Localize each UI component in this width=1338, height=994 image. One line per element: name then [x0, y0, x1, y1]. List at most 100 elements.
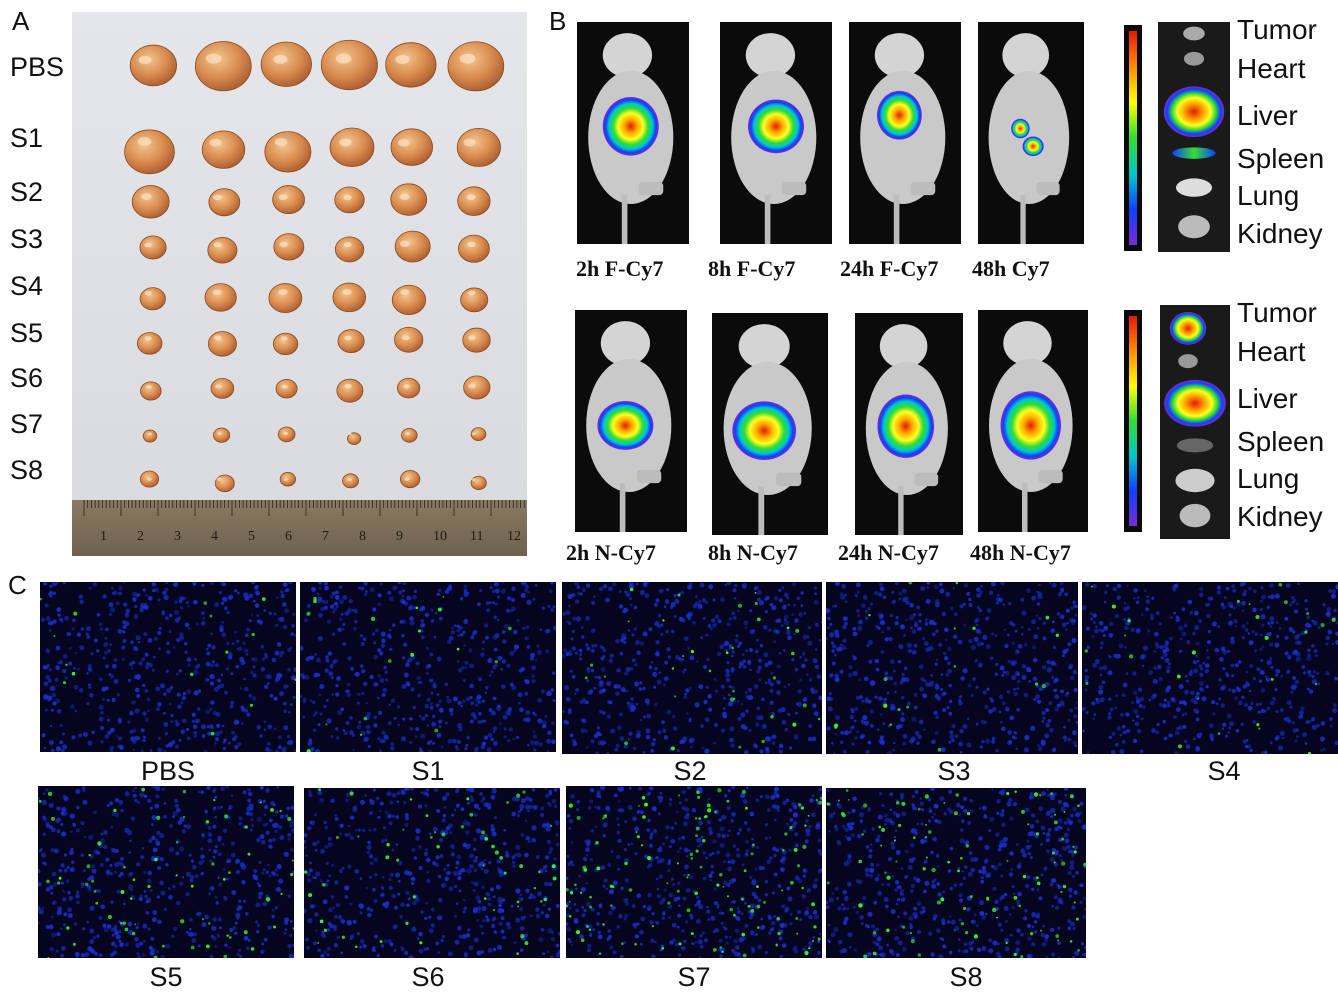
- nucleus: [118, 942, 124, 948]
- tumor-specimen: [336, 378, 364, 403]
- nucleus: [948, 683, 952, 688]
- nucleus: [1199, 672, 1204, 677]
- nucleus: [995, 748, 1000, 753]
- nucleus: [599, 587, 604, 592]
- nucleus: [1259, 599, 1263, 603]
- nucleus: [1241, 600, 1246, 606]
- nucleus: [724, 935, 728, 939]
- tumor-highlight: [205, 53, 222, 64]
- nucleus: [862, 594, 868, 600]
- nucleus: [102, 656, 106, 660]
- nucleus: [411, 926, 417, 932]
- apoptotic-signal: [433, 831, 437, 834]
- nucleus: [620, 886, 624, 891]
- nucleus: [681, 835, 686, 840]
- nucleus: [386, 791, 392, 797]
- nucleus: [1260, 614, 1266, 620]
- nucleus: [133, 614, 139, 619]
- nucleus: [335, 604, 339, 609]
- nucleus: [483, 858, 487, 862]
- tumor-specimen: [470, 427, 487, 442]
- nucleus: [109, 801, 114, 806]
- nucleus: [636, 650, 641, 655]
- nucleus: [413, 589, 418, 594]
- nucleus: [230, 852, 236, 858]
- nucleus: [720, 728, 726, 733]
- nucleus: [444, 682, 449, 687]
- nucleus: [637, 786, 643, 791]
- nucleus: [801, 652, 806, 656]
- nucleus: [1259, 670, 1265, 675]
- nucleus: [280, 650, 285, 655]
- nucleus: [1301, 665, 1306, 669]
- nucleus: [627, 805, 633, 810]
- nucleus: [1098, 628, 1102, 632]
- nucleus: [977, 662, 983, 668]
- nucleus: [811, 794, 815, 798]
- nucleus: [928, 931, 933, 936]
- nucleus: [230, 841, 236, 846]
- apoptotic-signal: [387, 659, 392, 663]
- nucleus: [615, 638, 620, 644]
- nucleus: [827, 616, 831, 621]
- nucleus: [335, 903, 340, 908]
- nucleus: [160, 890, 166, 896]
- nucleus: [452, 870, 459, 877]
- nucleus: [115, 934, 121, 940]
- nucleus: [914, 620, 918, 624]
- nucleus: [369, 587, 375, 593]
- nucleus: [1149, 613, 1154, 618]
- nucleus: [688, 717, 692, 721]
- nucleus: [56, 910, 62, 916]
- nucleus: [1064, 739, 1067, 742]
- nucleus: [282, 602, 287, 607]
- nucleus: [567, 594, 573, 600]
- nucleus: [349, 716, 353, 720]
- nucleus: [75, 955, 79, 958]
- tumor-highlight: [347, 478, 352, 482]
- nucleus: [1294, 634, 1300, 640]
- nucleus: [1098, 684, 1104, 690]
- nucleus: [103, 844, 108, 850]
- nucleus: [289, 823, 294, 828]
- nucleus: [329, 664, 334, 669]
- nucleus: [363, 736, 369, 742]
- nucleus: [427, 663, 432, 668]
- nucleus: [318, 586, 322, 590]
- fluorescence-signal: [1000, 391, 1062, 460]
- nucleus: [352, 919, 357, 924]
- nucleus: [913, 692, 918, 697]
- nucleus: [996, 811, 1000, 815]
- apoptotic-signal: [53, 634, 56, 637]
- apoptotic-signal: [883, 703, 888, 708]
- apoptotic-signal: [503, 871, 507, 875]
- nucleus: [382, 687, 388, 693]
- nucleus: [111, 697, 116, 703]
- nucleus: [386, 938, 392, 944]
- nucleus: [691, 942, 695, 946]
- nucleus: [1133, 588, 1138, 593]
- apoptotic-signal: [265, 897, 271, 902]
- nucleus: [62, 744, 68, 750]
- nucleus: [1284, 616, 1289, 621]
- nucleus: [661, 916, 666, 920]
- nucleus: [873, 591, 879, 596]
- apoptotic-signal: [741, 789, 746, 794]
- nucleus: [1221, 684, 1226, 690]
- fluorescence-image: [304, 788, 560, 958]
- nucleus: [897, 660, 901, 664]
- nucleus: [206, 786, 211, 790]
- nucleus: [636, 922, 640, 926]
- nucleus: [279, 616, 285, 622]
- nucleus: [791, 828, 794, 832]
- nucleus: [991, 736, 996, 741]
- nucleus: [241, 880, 246, 885]
- nucleus: [524, 636, 529, 641]
- nucleus: [317, 598, 322, 604]
- nucleus: [473, 837, 477, 842]
- nucleus: [1284, 651, 1289, 656]
- nucleus: [1151, 728, 1156, 733]
- nucleus: [1264, 750, 1268, 754]
- tumor-specimen: [139, 287, 166, 311]
- nucleus: [93, 810, 97, 815]
